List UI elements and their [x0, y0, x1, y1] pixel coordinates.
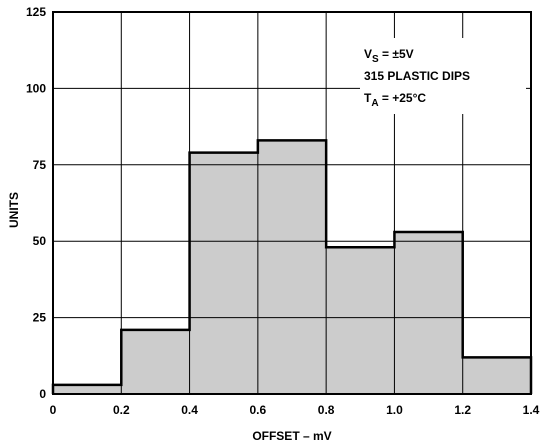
y-tick-label: 25 [33, 311, 47, 325]
histogram-bar [394, 232, 463, 394]
annotation-background [360, 38, 526, 114]
annotation-temperature: TA = +25°C [364, 91, 426, 109]
x-tick-label: 0 [50, 403, 57, 417]
y-axis-ticks: 0 25 50 75 100 125 [26, 5, 46, 401]
x-axis-label: OFFSET – mV [252, 429, 331, 443]
histogram-outline [51, 139, 533, 394]
x-tick-label: 0.4 [181, 403, 198, 417]
x-tick-label: 0.6 [250, 403, 267, 417]
x-tick-label: 1.4 [523, 403, 540, 417]
x-tick-label: 1.0 [386, 403, 403, 417]
annotation-sample-count: 315 PLASTIC DIPS [364, 69, 470, 83]
x-tick-label: 1.2 [454, 403, 471, 417]
histogram-bar [257, 140, 327, 394]
y-tick-label: 75 [33, 158, 47, 172]
x-tick-label: 0.8 [318, 403, 335, 417]
histogram-bar [121, 329, 190, 394]
histogram-bar [189, 152, 258, 394]
y-tick-label: 50 [33, 234, 47, 248]
histogram-bars [52, 140, 531, 394]
x-tick-label: 0.2 [113, 403, 130, 417]
y-tick-label: 100 [26, 81, 46, 95]
histogram-bar [53, 384, 122, 394]
plot-frame [52, 11, 532, 395]
y-tick-label: 125 [26, 5, 46, 19]
x-axis-ticks: 0 0.2 0.4 0.6 0.8 1.0 1.2 1.4 [50, 403, 540, 417]
histogram-bar [462, 357, 531, 394]
annotation-supply-voltage: VS = ±5V [364, 47, 414, 65]
y-axis-label: UNITS [7, 192, 21, 228]
y-tick-label: 0 [39, 387, 46, 401]
histogram-bar [326, 247, 395, 394]
